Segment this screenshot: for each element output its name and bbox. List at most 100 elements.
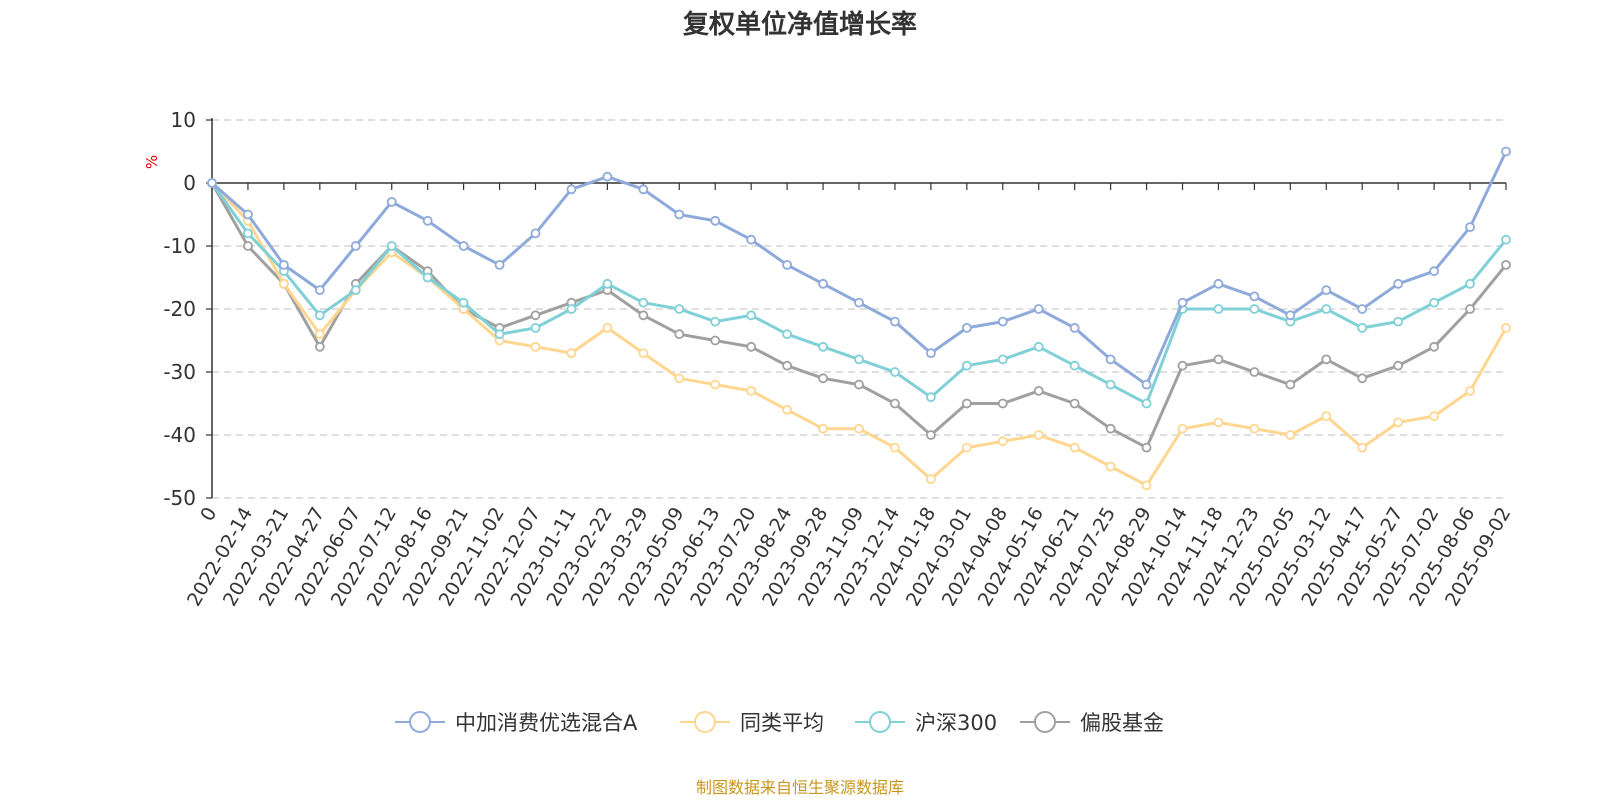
data-point [854, 297, 864, 308]
data-point [1033, 430, 1044, 440]
data-point [854, 423, 864, 434]
data-point [818, 373, 828, 384]
data-point [782, 259, 793, 270]
y-tick-label: 0 [183, 171, 196, 195]
data-point [997, 398, 1008, 409]
data-point [674, 304, 685, 314]
data-point [1249, 367, 1260, 377]
data-point [1429, 297, 1440, 308]
data-point [746, 310, 757, 321]
source-note: 制图数据来自恒生聚源数据库 [696, 778, 904, 797]
y-tick-label: -30 [163, 360, 196, 384]
legend-item[interactable]: 沪深300 [855, 711, 997, 735]
data-point [674, 373, 685, 384]
data-point [997, 436, 1008, 447]
data-point [314, 285, 325, 296]
data-point [1429, 411, 1440, 422]
y-tick-label: 10 [171, 108, 196, 132]
data-point [1033, 304, 1044, 314]
data-point [602, 171, 613, 182]
data-point [746, 341, 757, 352]
data-point [278, 259, 289, 270]
data-point [1033, 341, 1044, 352]
legend-label: 偏股基金 [1080, 711, 1164, 735]
data-point [638, 310, 649, 321]
data-point [854, 379, 864, 390]
data-point [1465, 278, 1475, 289]
data-point [207, 178, 217, 188]
data-point [1285, 310, 1296, 321]
chart-title: 复权单位净值增长率 [683, 9, 917, 40]
legend-marker-icon [1034, 711, 1056, 733]
legend-item[interactable]: 中加消费优选混合A [395, 711, 638, 735]
data-point [243, 209, 253, 220]
legend-item[interactable]: 同类平均 [680, 711, 824, 735]
y-unit-label: % [143, 155, 161, 169]
data-point [1501, 259, 1511, 270]
data-point [1177, 423, 1188, 434]
y-tick-label: -20 [163, 297, 196, 321]
data-point [494, 329, 505, 340]
data-point [1501, 234, 1511, 245]
data-point [278, 278, 289, 289]
data-point [1213, 354, 1224, 365]
data-point [530, 228, 541, 239]
data-point [890, 398, 900, 409]
data-point [530, 341, 541, 352]
data-point [314, 329, 325, 340]
data-point [890, 367, 900, 377]
data-point [1429, 266, 1440, 277]
data-point [1393, 417, 1404, 428]
data-point [1357, 304, 1368, 314]
data-point [890, 316, 900, 327]
data-point [1393, 316, 1404, 327]
data-point [530, 310, 541, 321]
data-point [710, 215, 721, 226]
data-point [961, 322, 972, 333]
data-point [1213, 278, 1224, 289]
data-point [566, 184, 577, 195]
data-point [1177, 297, 1188, 308]
data-point [1033, 385, 1044, 396]
data-point [1321, 304, 1332, 314]
data-point [1105, 354, 1116, 365]
data-point [961, 398, 972, 409]
data-point [1213, 417, 1224, 428]
legend-item[interactable]: 偏股基金 [1020, 711, 1164, 735]
data-point [1357, 322, 1368, 333]
data-point [1357, 373, 1368, 384]
data-point [710, 316, 721, 327]
data-point [961, 360, 972, 371]
data-point [1069, 442, 1080, 453]
axes: 100-10-20-30-40-5002022-02-142022-03-212… [163, 108, 1515, 610]
data-point [782, 404, 793, 415]
data-point [494, 259, 505, 270]
data-point [818, 278, 828, 289]
data-point [386, 241, 397, 251]
data-point [530, 322, 541, 333]
data-point [386, 196, 397, 207]
data-point [1069, 360, 1080, 371]
legend-label: 中加消费优选混合A [455, 711, 638, 735]
data-point [1321, 354, 1332, 365]
data-point [1141, 379, 1152, 390]
data-point [890, 442, 900, 453]
series-line [210, 181, 1508, 487]
data-point [997, 316, 1008, 327]
legend-marker-icon [694, 711, 716, 733]
y-tick-label: -10 [163, 234, 196, 258]
data-point [1393, 360, 1404, 371]
legend-marker-icon [869, 711, 891, 733]
data-point [602, 278, 613, 289]
legend-label: 沪深300 [915, 711, 997, 735]
legend[interactable]: 中加消费优选混合A 同类平均 沪深300 偏股基金 [395, 711, 1164, 735]
data-point [674, 209, 685, 220]
data-point [961, 442, 972, 453]
data-point [674, 329, 685, 340]
data-point [1249, 423, 1260, 434]
data-point [1141, 398, 1152, 409]
data-point [458, 241, 469, 251]
data-point [1141, 480, 1152, 491]
data-point [1321, 285, 1332, 296]
